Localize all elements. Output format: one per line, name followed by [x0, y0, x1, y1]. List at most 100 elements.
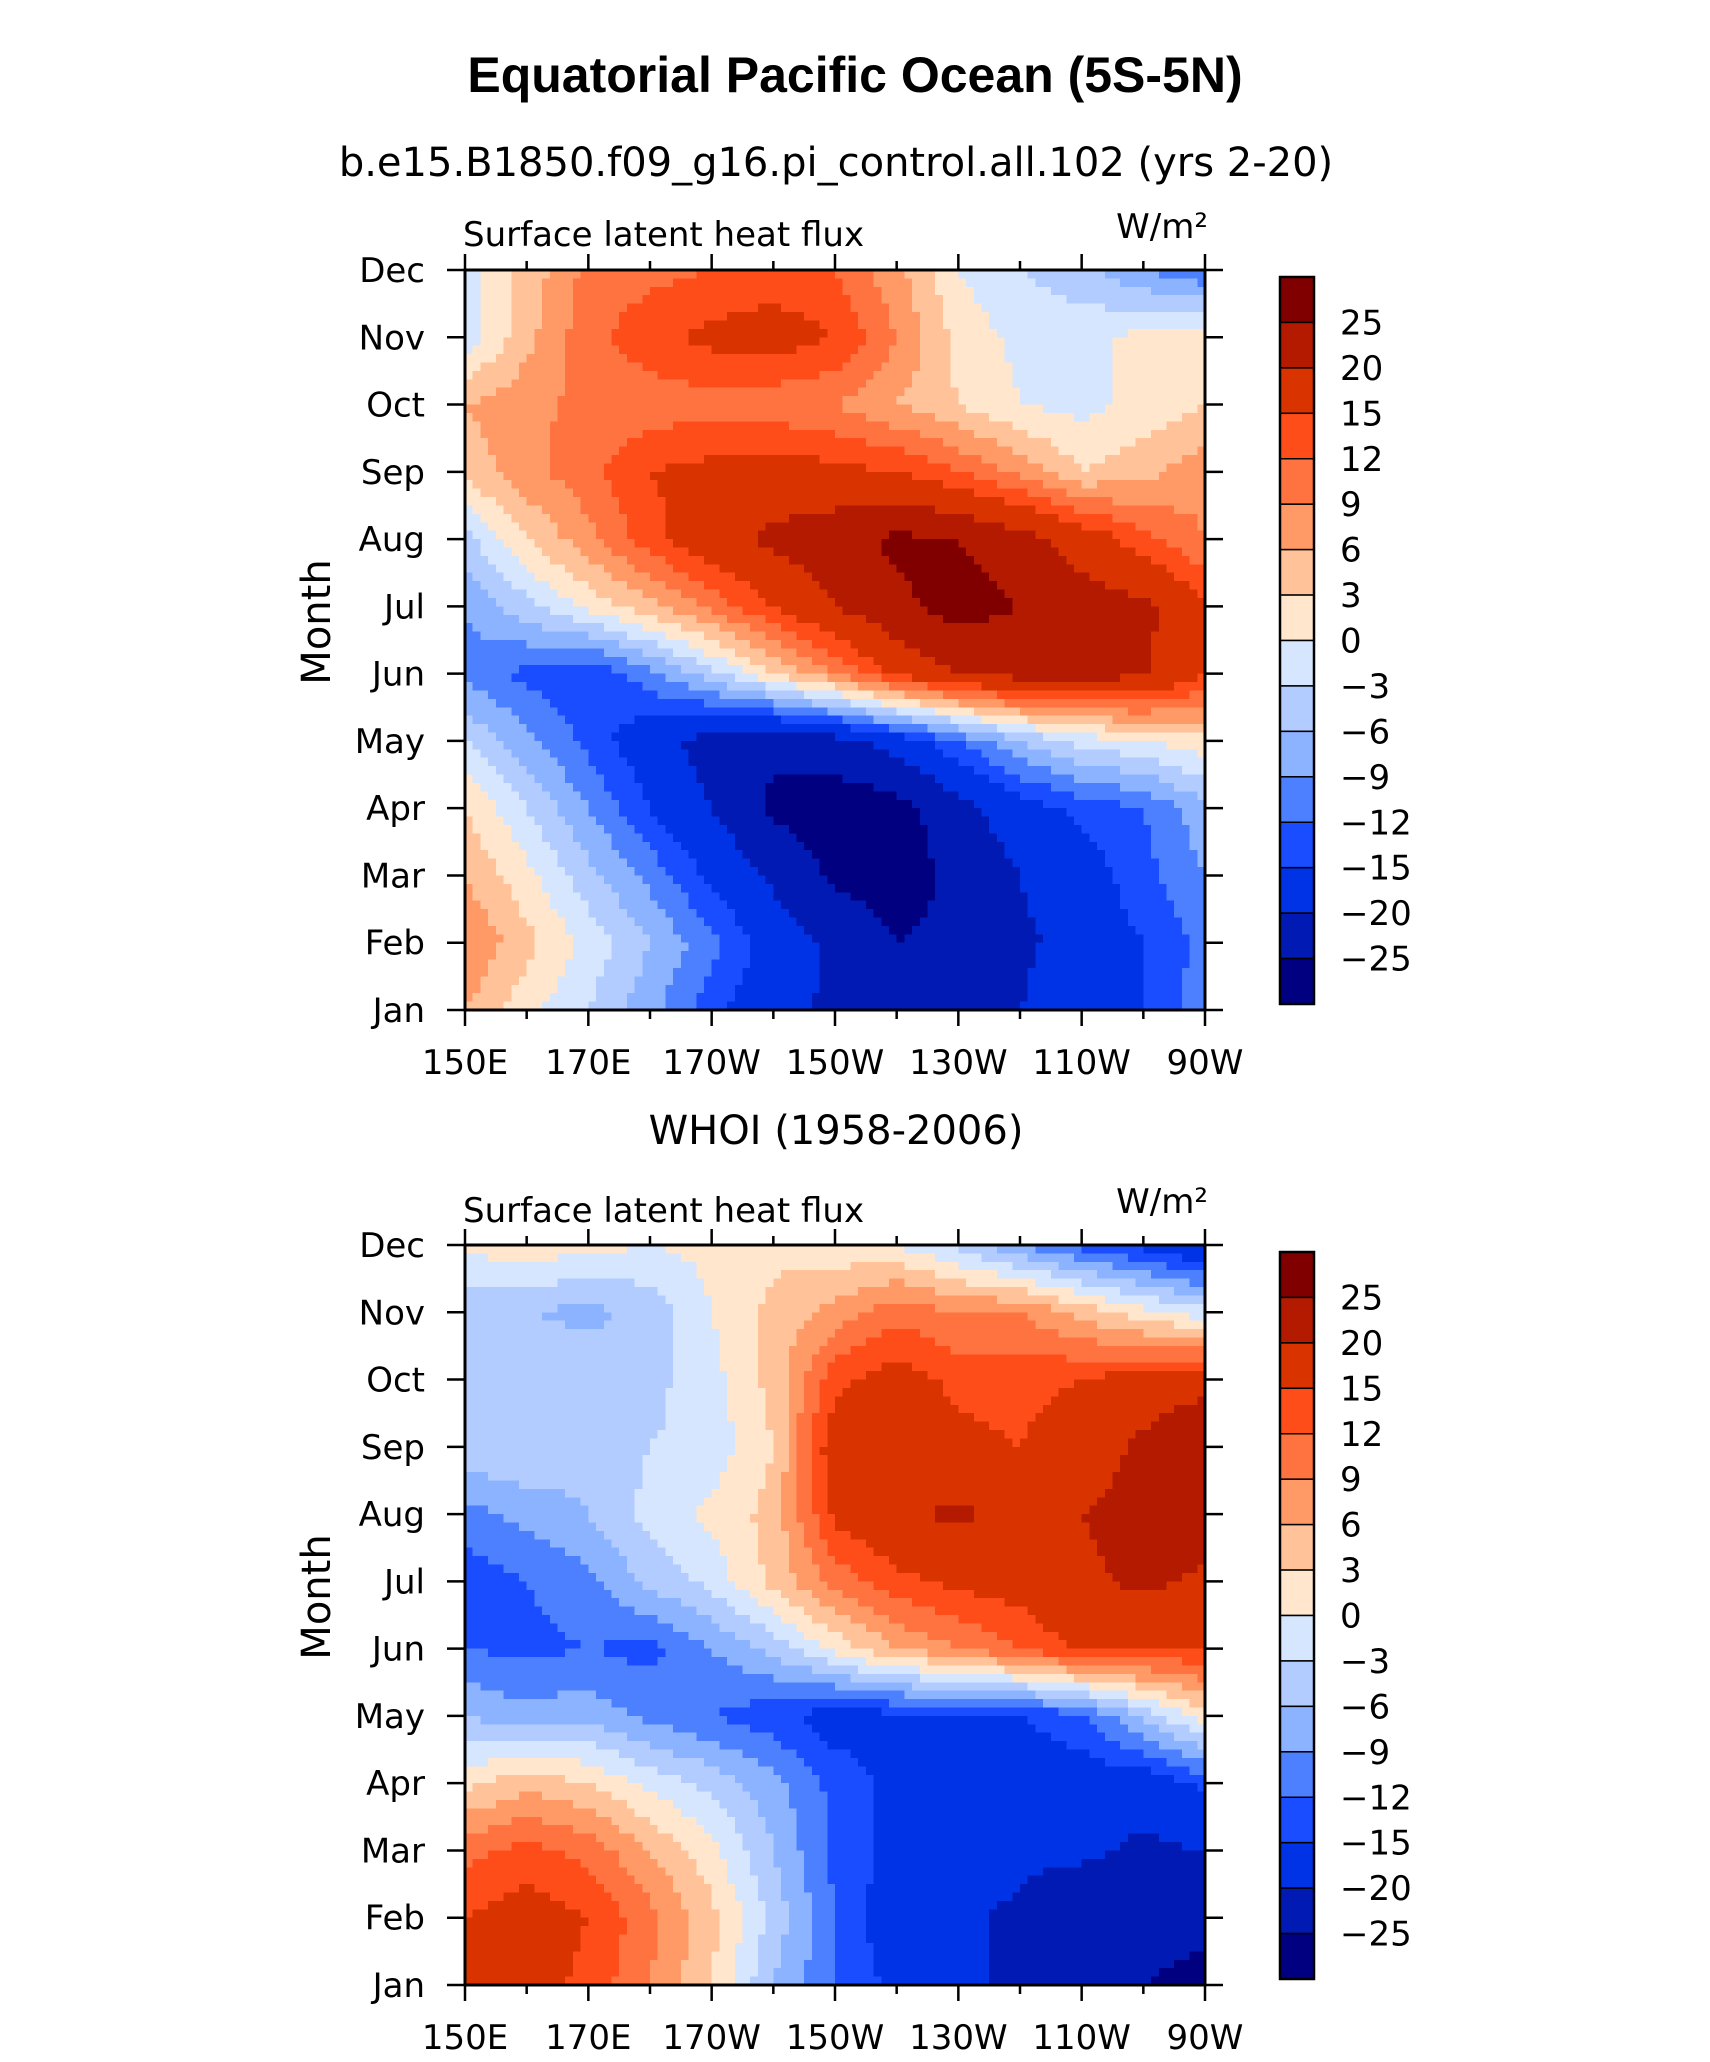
heat-cell: [1136, 573, 1144, 582]
heat-cell: [727, 295, 735, 304]
heat-cell: [642, 657, 650, 666]
heat-cell: [943, 463, 951, 472]
heat-cell: [719, 337, 727, 346]
heat-cell: [820, 522, 828, 531]
heat-cell: [874, 405, 882, 414]
heat-cell: [1151, 480, 1159, 489]
heat-cell: [820, 295, 828, 304]
heat-cell: [1190, 657, 1198, 666]
heat-cell: [989, 665, 997, 674]
heat-cell: [504, 623, 512, 632]
heat-cell: [1128, 522, 1136, 531]
heat-cell: [735, 438, 743, 447]
heat-cell: [581, 430, 589, 439]
heat-cell: [588, 346, 596, 355]
heat-cell: [596, 413, 604, 422]
heat-cell: [843, 505, 851, 514]
heat-cell: [966, 379, 974, 388]
heat-cell: [989, 421, 997, 430]
heat-cell: [1174, 329, 1182, 338]
heat-cell: [473, 463, 481, 472]
heat-cell: [758, 295, 766, 304]
heat-cell: [1066, 329, 1074, 338]
heat-cell: [696, 497, 704, 506]
heat-cell: [534, 472, 542, 481]
heat-cell: [1051, 548, 1059, 557]
heat-cell: [1028, 657, 1036, 666]
heat-cell: [735, 388, 743, 397]
heat-cell: [866, 640, 874, 649]
heat-cell: [773, 522, 781, 531]
heat-cell: [904, 480, 912, 489]
heat-cell: [1005, 505, 1013, 514]
heat-cell: [966, 320, 974, 329]
heat-cell: [827, 606, 835, 615]
heat-cell: [619, 447, 627, 456]
heat-cell: [866, 674, 874, 683]
heat-cell: [1159, 657, 1167, 666]
heat-cell: [1182, 463, 1190, 472]
heat-cell: [758, 632, 766, 641]
heat-cell: [997, 346, 1005, 355]
heat-cell: [743, 489, 751, 498]
heat-cell: [1020, 295, 1028, 304]
heat-cell: [681, 640, 689, 649]
heat-cell: [642, 363, 650, 372]
heat-cell: [511, 388, 519, 397]
heat-cell: [1097, 329, 1105, 338]
heat-cell: [989, 522, 997, 531]
heat-cell: [812, 514, 820, 523]
heat-cell: [1174, 472, 1182, 481]
heat-cell: [588, 287, 596, 296]
heat-cell: [558, 421, 566, 430]
heat-cell: [1074, 548, 1082, 557]
heat-cell: [912, 320, 920, 329]
heat-cell: [974, 472, 982, 481]
heat-cell: [1082, 396, 1090, 405]
heat-cell: [858, 421, 866, 430]
heat-cell: [511, 489, 519, 498]
heat-cell: [511, 674, 519, 683]
heat-cell: [1174, 421, 1182, 430]
heat-cell: [480, 320, 488, 329]
heat-cell: [981, 421, 989, 430]
heat-cell: [550, 388, 558, 397]
heat-cell: [573, 489, 581, 498]
heat-cell: [735, 505, 743, 514]
heat-cell: [565, 623, 573, 632]
heat-cell: [812, 505, 820, 514]
heat-cell: [1105, 564, 1113, 573]
heat-cell: [596, 354, 604, 363]
heat-cell: [519, 472, 527, 481]
heat-cell: [1159, 287, 1167, 296]
heat-cell: [596, 463, 604, 472]
heat-cell: [874, 388, 882, 397]
heat-cell: [804, 421, 812, 430]
heat-cell: [943, 682, 951, 691]
heat-cell: [951, 346, 959, 355]
heat-cell: [773, 640, 781, 649]
heat-cell: [866, 455, 874, 464]
heat-cell: [835, 674, 843, 683]
heat-cell: [843, 556, 851, 565]
heat-cell: [488, 674, 496, 683]
heat-cell: [1066, 287, 1074, 296]
heat-cell: [766, 564, 774, 573]
heat-cell: [565, 598, 573, 607]
heat-cell: [1174, 438, 1182, 447]
heat-cell: [850, 320, 858, 329]
heat-cell: [1174, 581, 1182, 590]
heat-cell: [850, 438, 858, 447]
heat-cell: [1190, 648, 1198, 657]
heat-cell: [820, 640, 828, 649]
heat-cell: [1166, 590, 1174, 599]
heat-cell: [1120, 514, 1128, 523]
heat-cell: [650, 421, 658, 430]
heat-cell: [1066, 690, 1074, 699]
heat-cell: [611, 379, 619, 388]
heat-cell: [480, 337, 488, 346]
heat-cell: [627, 548, 635, 557]
heat-cell: [1174, 337, 1182, 346]
heat-cell: [951, 329, 959, 338]
heat-cell: [773, 581, 781, 590]
